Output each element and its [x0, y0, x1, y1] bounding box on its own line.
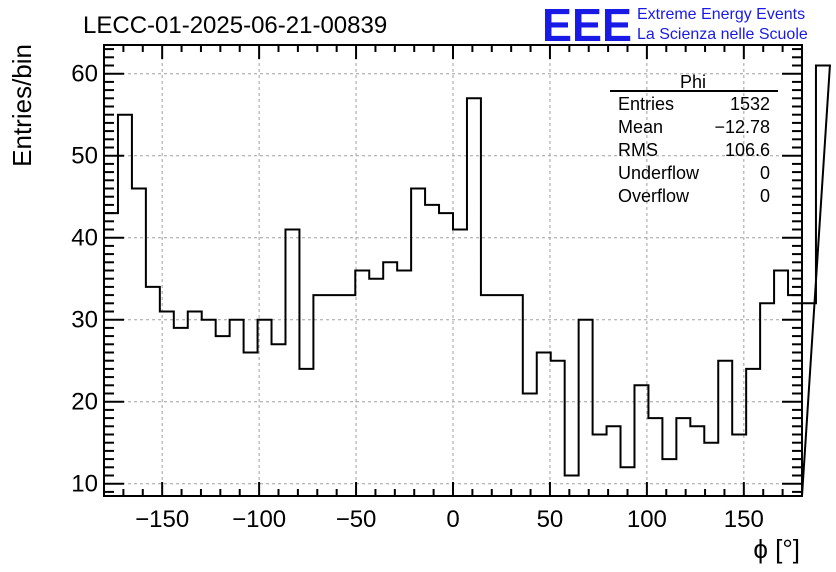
x-tick-label: 100: [627, 506, 667, 533]
stats-title: Phi: [680, 72, 706, 92]
y-tick-label: 20: [71, 389, 98, 416]
eee-logo-letters: EEE: [542, 0, 632, 51]
stats-row-label: Entries: [618, 94, 674, 114]
stats-row-value: 1532: [730, 94, 770, 114]
x-tick-label: 50: [537, 506, 564, 533]
y-axis-label: Entries/bin: [7, 44, 37, 167]
x-axis-label: ϕ [°]: [753, 534, 800, 564]
run-title: LECC-01-2025-06-21-00839: [83, 12, 387, 39]
x-tick-label: 150: [724, 506, 764, 533]
stats-row-value: 0: [760, 163, 770, 183]
x-tick-label: −50: [336, 506, 377, 533]
x-axis-ticks: −150 −100 −50 0 50 100 150: [103, 45, 803, 533]
logo-line-2: La Scienza nelle Scuole: [637, 26, 808, 43]
y-tick-label: 10: [71, 471, 98, 498]
stats-row-value: −12.78: [714, 117, 770, 137]
y-axis-ticks: 10 20 30 40 50 60: [71, 48, 802, 498]
y-tick-label: 60: [71, 61, 98, 88]
stats-row-value: 0: [760, 186, 770, 206]
stats-row-label: Underflow: [618, 163, 700, 183]
x-tick-label: −150: [135, 506, 189, 533]
logo-line-1: Extreme Energy Events: [637, 6, 805, 23]
x-tick-label: 0: [446, 506, 459, 533]
stats-row-label: RMS: [618, 140, 658, 160]
y-tick-label: 30: [71, 307, 98, 334]
histogram-step-line: [103, 64, 831, 497]
grid-lines: [104, 45, 802, 496]
stats-row-label: Mean: [618, 117, 663, 137]
x-tick-label: −100: [232, 506, 286, 533]
stats-rows: Entries 1532 Mean −12.78 RMS 106.6 Underflow 0 O…: [618, 94, 770, 206]
eee-logo: EEE Extreme Energy Events La Scienza nel…: [542, 0, 808, 51]
stats-box: Phi Entries 1532 Mean −12.78 RMS 106.6 Underfl…: [610, 72, 778, 206]
y-tick-label: 50: [71, 143, 98, 170]
stats-row-value: 106.6: [725, 140, 770, 160]
y-tick-label: 40: [71, 225, 98, 252]
stats-row-label: Overflow: [618, 186, 690, 206]
